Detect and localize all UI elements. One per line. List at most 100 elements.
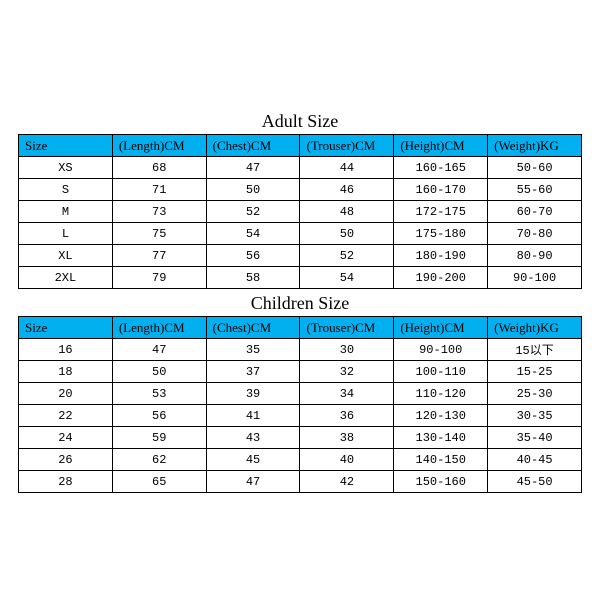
cell: 20 <box>19 383 113 405</box>
cell: 65 <box>112 471 206 493</box>
cell: 34 <box>300 383 394 405</box>
cell: 54 <box>300 267 394 289</box>
cell: 52 <box>206 201 300 223</box>
cell: 25-30 <box>488 383 582 405</box>
cell: 160-170 <box>394 179 488 201</box>
cell: 36 <box>300 405 394 427</box>
adult-title: Adult Size <box>18 107 582 134</box>
cell: 47 <box>112 339 206 361</box>
cell: 30-35 <box>488 405 582 427</box>
cell: 35-40 <box>488 427 582 449</box>
size-chart-sheet: Adult Size Size (Length)CM (Chest)CM (Tr… <box>18 107 582 493</box>
cell: 48 <box>300 201 394 223</box>
cell: 160-165 <box>394 157 488 179</box>
children-tbody: 16 47 35 30 90-100 15以下 18 50 37 32 100-… <box>19 339 582 493</box>
cell: 77 <box>112 245 206 267</box>
cell: 40 <box>300 449 394 471</box>
table-row: 24 59 43 38 130-140 35-40 <box>19 427 582 449</box>
cell: 120-130 <box>394 405 488 427</box>
children-size-table: Size (Length)CM (Chest)CM (Trouser)CM (H… <box>18 316 582 493</box>
cell: 32 <box>300 361 394 383</box>
cell: 15-25 <box>488 361 582 383</box>
col-chest: (Chest)CM <box>206 135 300 157</box>
cell: 190-200 <box>394 267 488 289</box>
table-row: 22 56 41 36 120-130 30-35 <box>19 405 582 427</box>
table-row: 2XL 79 58 54 190-200 90-100 <box>19 267 582 289</box>
col-chest: (Chest)CM <box>206 317 300 339</box>
table-row: M 73 52 48 172-175 60-70 <box>19 201 582 223</box>
table-row: 28 65 47 42 150-160 45-50 <box>19 471 582 493</box>
table-row: XS 68 47 44 160-165 50-60 <box>19 157 582 179</box>
cell: 40-45 <box>488 449 582 471</box>
cell: 50-60 <box>488 157 582 179</box>
cell: 58 <box>206 267 300 289</box>
cell: 71 <box>112 179 206 201</box>
table-row: 26 62 45 40 140-150 40-45 <box>19 449 582 471</box>
cell: 44 <box>300 157 394 179</box>
table-row: L 75 54 50 175-180 70-80 <box>19 223 582 245</box>
cell: 38 <box>300 427 394 449</box>
col-trouser: (Trouser)CM <box>300 317 394 339</box>
cell: 26 <box>19 449 113 471</box>
cell: 110-120 <box>394 383 488 405</box>
cell: 50 <box>300 223 394 245</box>
col-height: (Height)CM <box>394 135 488 157</box>
cell: 56 <box>112 405 206 427</box>
cell: 2XL <box>19 267 113 289</box>
cell: 100-110 <box>394 361 488 383</box>
cell: 68 <box>112 157 206 179</box>
cell: 59 <box>112 427 206 449</box>
cell: 41 <box>206 405 300 427</box>
cell: 140-150 <box>394 449 488 471</box>
cell: 16 <box>19 339 113 361</box>
cell: 90-100 <box>394 339 488 361</box>
adult-size-table: Size (Length)CM (Chest)CM (Trouser)CM (H… <box>18 134 582 289</box>
cell: 42 <box>300 471 394 493</box>
cell: 24 <box>19 427 113 449</box>
cell: 43 <box>206 427 300 449</box>
cell: 180-190 <box>394 245 488 267</box>
cell: 47 <box>206 471 300 493</box>
cell: 45-50 <box>488 471 582 493</box>
cell: 60-70 <box>488 201 582 223</box>
col-trouser: (Trouser)CM <box>300 135 394 157</box>
cell: 35 <box>206 339 300 361</box>
table-row: S 71 50 46 160-170 55-60 <box>19 179 582 201</box>
table-row: 16 47 35 30 90-100 15以下 <box>19 339 582 361</box>
cell: 30 <box>300 339 394 361</box>
cell: 53 <box>112 383 206 405</box>
cell: 28 <box>19 471 113 493</box>
cell: 45 <box>206 449 300 471</box>
cell: 22 <box>19 405 113 427</box>
cell: L <box>19 223 113 245</box>
col-weight: (Weight)KG <box>488 135 582 157</box>
table-row: XL 77 56 52 180-190 80-90 <box>19 245 582 267</box>
cell: 52 <box>300 245 394 267</box>
cell: 15以下 <box>488 339 582 361</box>
cell: M <box>19 201 113 223</box>
col-length: (Length)CM <box>112 317 206 339</box>
cell: S <box>19 179 113 201</box>
cell: 80-90 <box>488 245 582 267</box>
cell: 37 <box>206 361 300 383</box>
adult-header-row: Size (Length)CM (Chest)CM (Trouser)CM (H… <box>19 135 582 157</box>
cell: XS <box>19 157 113 179</box>
cell: 54 <box>206 223 300 245</box>
cell: 47 <box>206 157 300 179</box>
cell: 172-175 <box>394 201 488 223</box>
cell: 73 <box>112 201 206 223</box>
cell: 56 <box>206 245 300 267</box>
cell: 90-100 <box>488 267 582 289</box>
cell: 175-180 <box>394 223 488 245</box>
cell: 50 <box>112 361 206 383</box>
table-row: 18 50 37 32 100-110 15-25 <box>19 361 582 383</box>
col-length: (Length)CM <box>112 135 206 157</box>
children-title: Children Size <box>18 289 582 316</box>
cell: 50 <box>206 179 300 201</box>
cell: 18 <box>19 361 113 383</box>
cell: XL <box>19 245 113 267</box>
adult-tbody: XS 68 47 44 160-165 50-60 S 71 50 46 160… <box>19 157 582 289</box>
cell: 75 <box>112 223 206 245</box>
cell: 55-60 <box>488 179 582 201</box>
cell: 62 <box>112 449 206 471</box>
